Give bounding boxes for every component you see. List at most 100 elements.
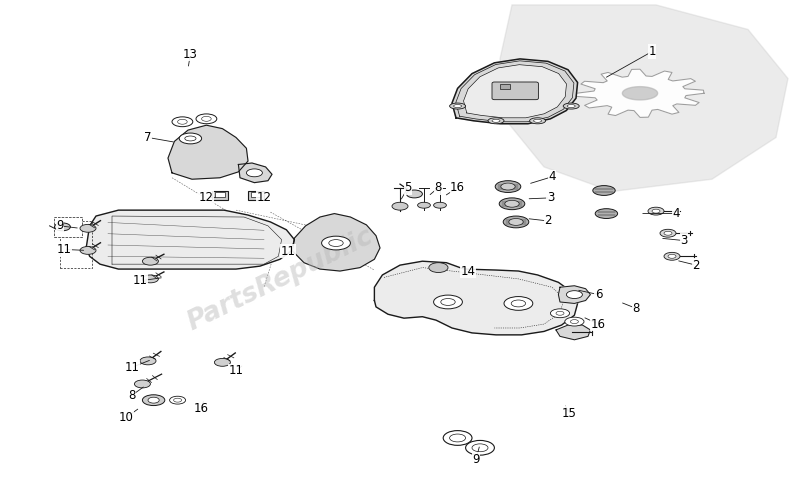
- Ellipse shape: [466, 440, 494, 455]
- Ellipse shape: [329, 240, 343, 246]
- Text: 7: 7: [144, 131, 152, 144]
- Ellipse shape: [664, 231, 672, 235]
- Bar: [54, 217, 82, 237]
- Ellipse shape: [54, 223, 70, 231]
- Ellipse shape: [550, 309, 570, 318]
- Ellipse shape: [202, 116, 211, 121]
- Polygon shape: [452, 59, 578, 124]
- Text: 11: 11: [57, 243, 71, 256]
- Text: 12: 12: [199, 191, 214, 204]
- Text: 11: 11: [229, 364, 243, 377]
- Polygon shape: [622, 86, 658, 100]
- Ellipse shape: [509, 218, 523, 225]
- Ellipse shape: [148, 397, 159, 403]
- Polygon shape: [558, 286, 590, 303]
- Polygon shape: [168, 125, 248, 179]
- Text: 4: 4: [672, 207, 680, 220]
- Polygon shape: [238, 163, 272, 183]
- Ellipse shape: [142, 395, 165, 406]
- Ellipse shape: [450, 103, 466, 109]
- Text: 16: 16: [591, 318, 606, 330]
- Ellipse shape: [595, 209, 618, 218]
- Ellipse shape: [80, 246, 96, 254]
- Text: PartsRepublic: PartsRepublic: [182, 223, 378, 336]
- Text: 1: 1: [648, 45, 656, 58]
- Ellipse shape: [495, 181, 521, 192]
- Ellipse shape: [501, 183, 515, 190]
- Ellipse shape: [556, 311, 564, 315]
- Ellipse shape: [134, 380, 150, 388]
- FancyBboxPatch shape: [492, 82, 538, 100]
- Ellipse shape: [534, 119, 542, 122]
- Text: 10: 10: [119, 411, 134, 424]
- Ellipse shape: [504, 297, 533, 310]
- Ellipse shape: [648, 207, 664, 215]
- Ellipse shape: [488, 118, 504, 124]
- Polygon shape: [463, 65, 566, 118]
- Ellipse shape: [418, 202, 430, 208]
- Ellipse shape: [570, 320, 578, 324]
- Polygon shape: [576, 69, 704, 117]
- Text: 11: 11: [281, 245, 295, 258]
- Ellipse shape: [142, 275, 158, 283]
- Polygon shape: [556, 325, 590, 340]
- Ellipse shape: [664, 252, 680, 260]
- Ellipse shape: [472, 444, 488, 452]
- Text: 16: 16: [194, 402, 209, 415]
- Polygon shape: [374, 261, 578, 335]
- Text: 8: 8: [128, 389, 136, 402]
- Text: 2: 2: [544, 215, 552, 227]
- Ellipse shape: [454, 105, 462, 108]
- Ellipse shape: [567, 105, 575, 108]
- Text: 8: 8: [632, 302, 640, 315]
- Ellipse shape: [80, 224, 96, 232]
- Ellipse shape: [492, 119, 500, 122]
- Ellipse shape: [178, 119, 187, 124]
- Polygon shape: [292, 214, 380, 271]
- Bar: [251, 192, 261, 197]
- Text: 3: 3: [680, 234, 688, 247]
- Ellipse shape: [434, 202, 446, 208]
- Text: 11: 11: [133, 274, 147, 287]
- Text: 4: 4: [548, 170, 556, 183]
- Ellipse shape: [214, 358, 230, 366]
- Ellipse shape: [140, 357, 156, 365]
- Ellipse shape: [530, 118, 546, 124]
- Text: 3: 3: [546, 191, 554, 204]
- Ellipse shape: [429, 263, 448, 273]
- Text: 5: 5: [404, 181, 412, 194]
- Text: 9: 9: [56, 219, 64, 232]
- Text: 9: 9: [472, 453, 480, 465]
- Text: 15: 15: [562, 407, 577, 420]
- Text: 6: 6: [594, 288, 602, 301]
- Text: 8: 8: [434, 181, 442, 194]
- Ellipse shape: [505, 200, 519, 207]
- Text: 14: 14: [461, 265, 475, 277]
- Ellipse shape: [441, 299, 455, 305]
- Ellipse shape: [503, 216, 529, 228]
- Bar: [500, 84, 510, 89]
- Ellipse shape: [142, 257, 158, 265]
- Polygon shape: [500, 5, 788, 191]
- Ellipse shape: [174, 398, 182, 402]
- Ellipse shape: [443, 431, 472, 445]
- Ellipse shape: [172, 117, 193, 127]
- Ellipse shape: [246, 169, 262, 177]
- Bar: [212, 191, 228, 200]
- Ellipse shape: [179, 133, 202, 144]
- Ellipse shape: [565, 317, 584, 326]
- Text: 2: 2: [692, 259, 700, 272]
- Ellipse shape: [566, 291, 582, 299]
- Ellipse shape: [185, 136, 196, 141]
- Text: 13: 13: [183, 48, 198, 60]
- Text: 11: 11: [125, 361, 139, 374]
- Ellipse shape: [450, 434, 466, 442]
- Ellipse shape: [170, 396, 186, 404]
- Ellipse shape: [660, 229, 676, 237]
- Ellipse shape: [499, 198, 525, 210]
- Ellipse shape: [652, 209, 660, 213]
- Text: 12: 12: [257, 191, 271, 204]
- Ellipse shape: [322, 236, 350, 250]
- Ellipse shape: [392, 202, 408, 210]
- Ellipse shape: [406, 190, 422, 198]
